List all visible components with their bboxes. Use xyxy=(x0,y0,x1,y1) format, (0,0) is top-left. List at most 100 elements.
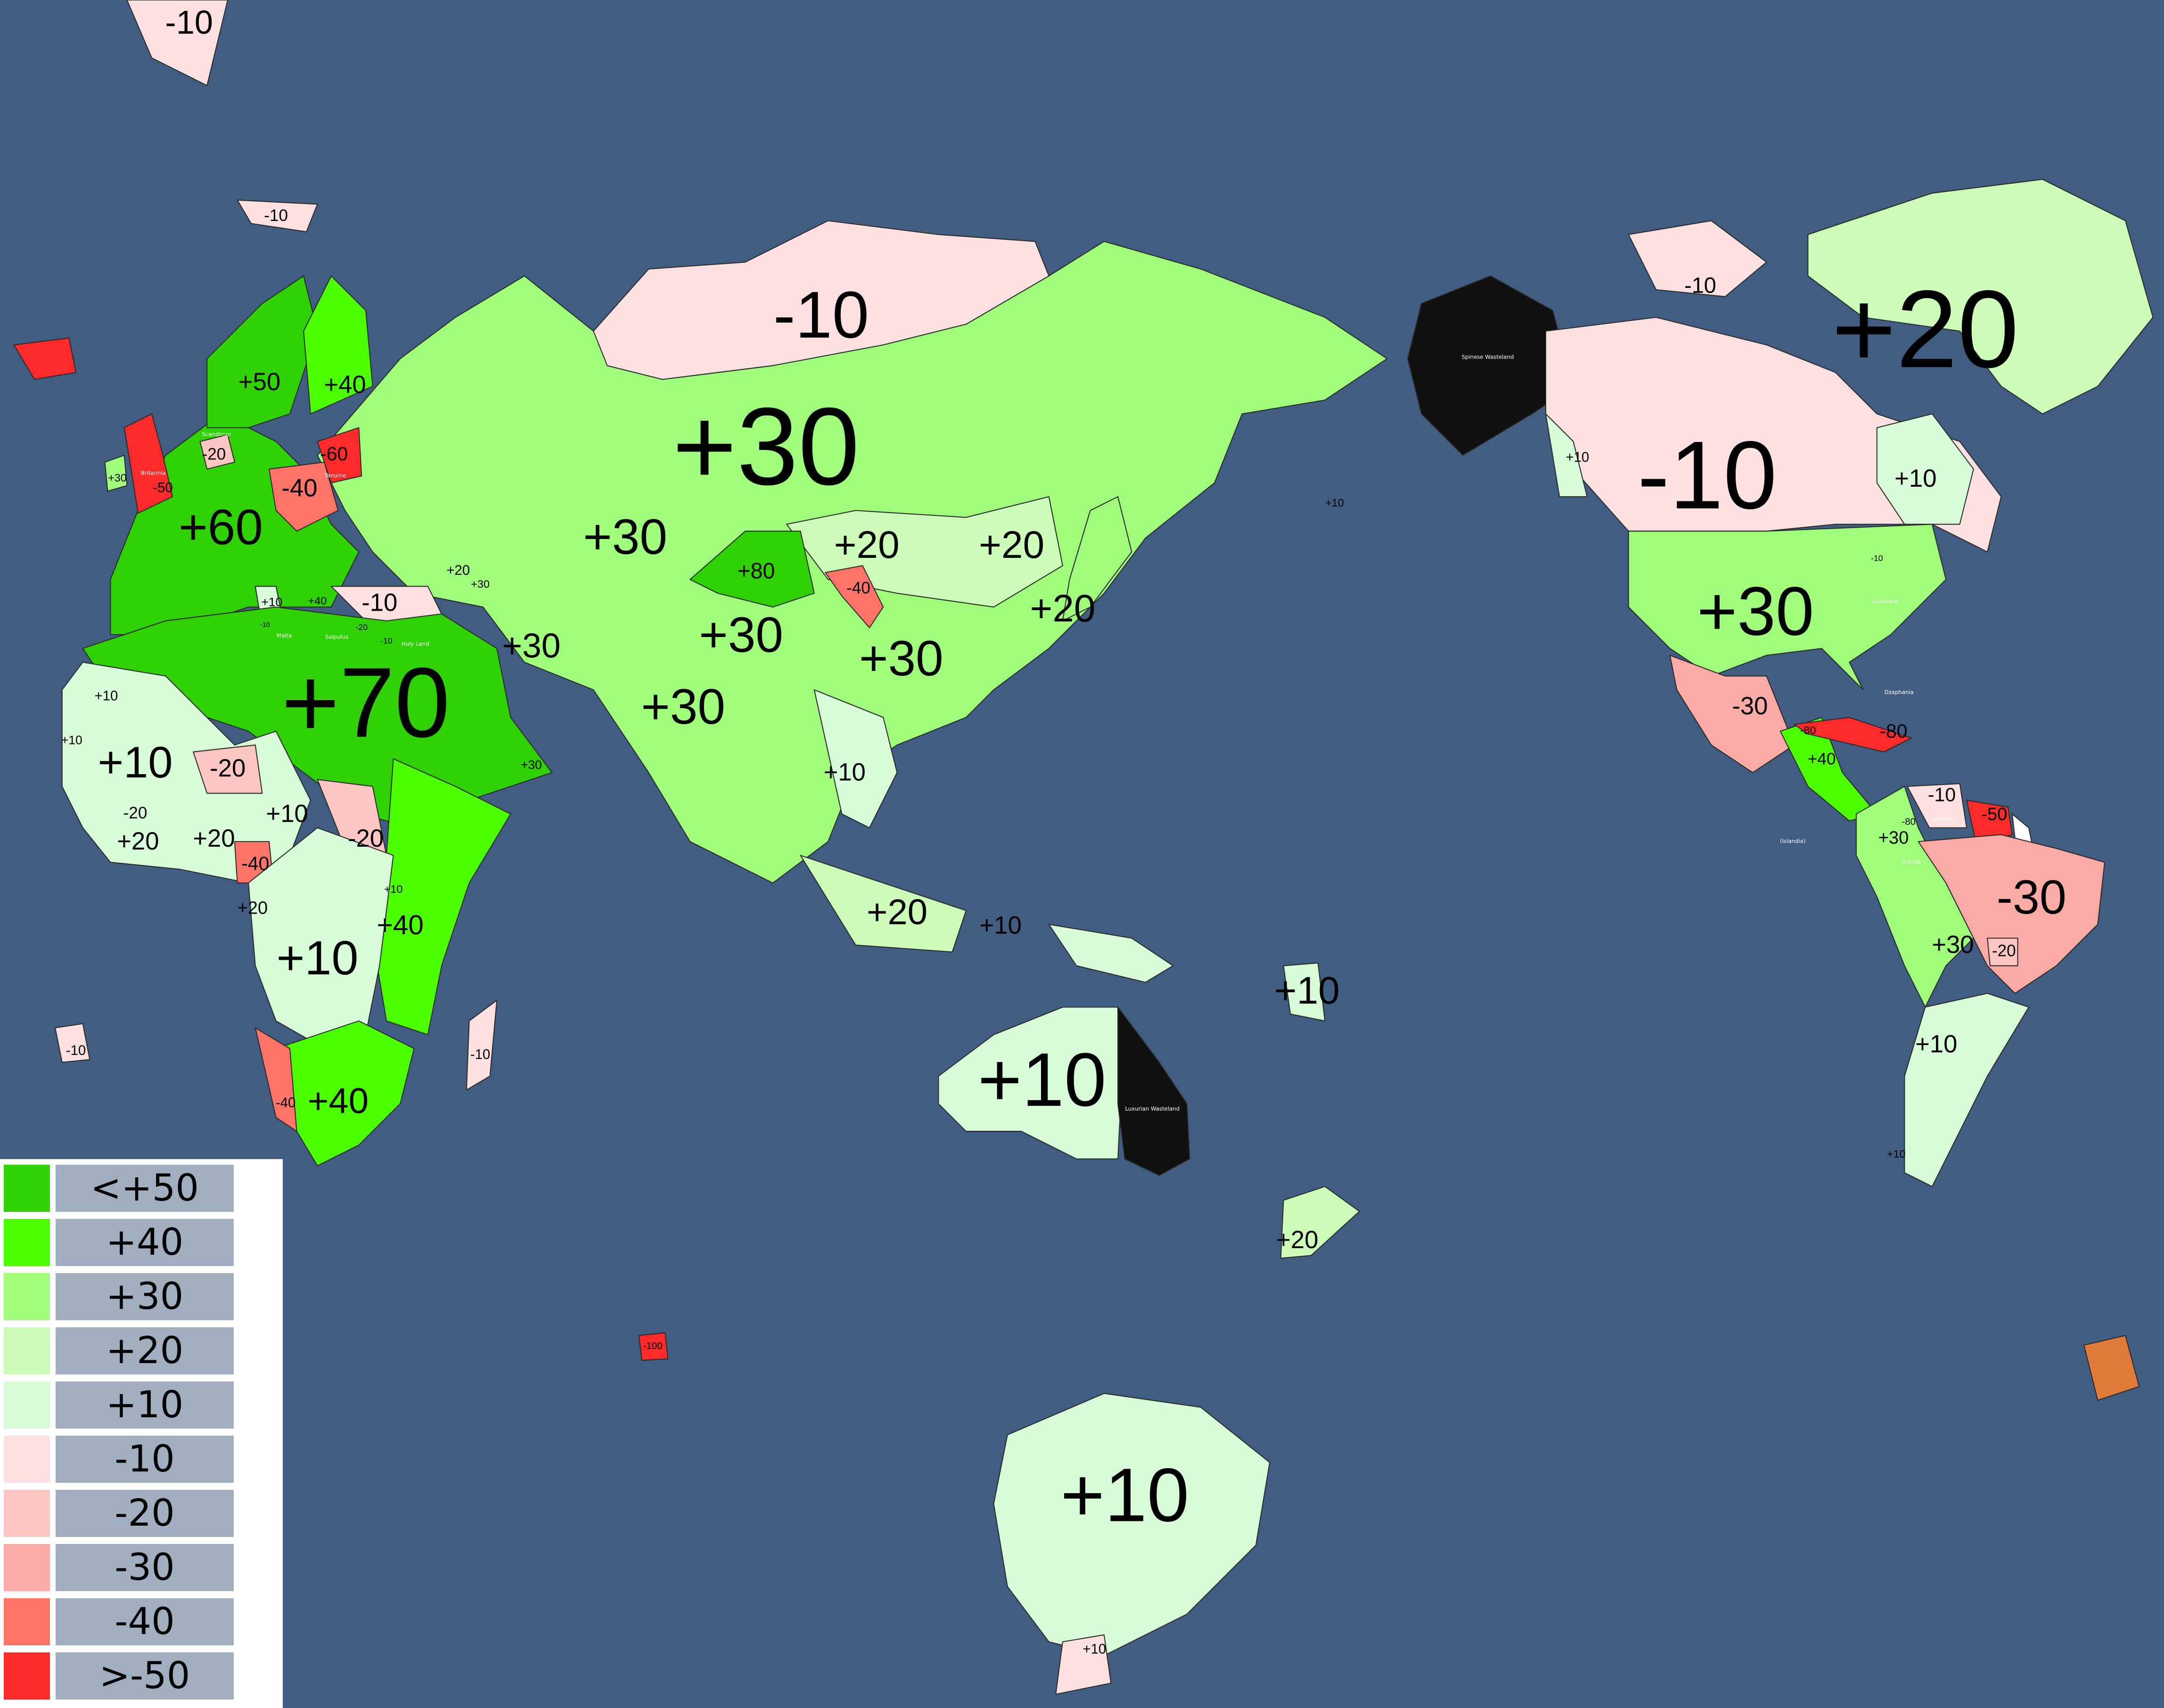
label-scandinavia: +50 xyxy=(238,368,280,396)
label-louisiana: -10 xyxy=(1871,554,1883,563)
label-colombia: +30 xyxy=(1878,828,1909,848)
legend-label: <+50 xyxy=(56,1165,234,1212)
region-pitcairn xyxy=(638,1332,669,1361)
legend-swatch xyxy=(4,1544,50,1591)
region-franz-josef xyxy=(237,199,318,232)
label-indochina: +10 xyxy=(824,759,866,786)
legend-label: -10 xyxy=(56,1436,234,1483)
label-malta: -10 xyxy=(260,621,270,629)
region-sahel xyxy=(192,744,263,794)
legend-item: -10 xyxy=(4,1436,277,1483)
label-eurasia: +30 xyxy=(672,384,860,508)
name-lustland: Lustland xyxy=(1930,816,1954,822)
label-nigeria: +20 xyxy=(193,825,235,852)
legend-label: -20 xyxy=(56,1490,234,1537)
region-mexico xyxy=(1669,654,1795,773)
legend-label: +10 xyxy=(56,1381,234,1429)
region-guyana xyxy=(1966,800,2013,845)
legend-item: +20 xyxy=(4,1327,277,1374)
label-central-america-spots: -80 xyxy=(1800,724,1816,736)
label-bc: +10 xyxy=(1566,449,1590,465)
label-south-africa: +40 xyxy=(308,1081,369,1121)
label-gabon: +20 xyxy=(238,899,268,918)
region-spinese-wasteland xyxy=(1407,275,1574,456)
label-new-guinea: +10 xyxy=(980,912,1022,940)
legend-swatch xyxy=(4,1598,50,1645)
label-russia: -10 xyxy=(773,278,869,351)
region-denmark xyxy=(199,434,235,470)
label-chile: +10 xyxy=(1887,1148,1906,1160)
label-india: +30 xyxy=(641,679,725,735)
name-luxurian-wasteland: Luxurian Wasteland xyxy=(1125,1105,1180,1112)
label-brazil: -30 xyxy=(1997,870,2066,924)
region-orange-island xyxy=(2083,1335,2140,1401)
legend-label: -30 xyxy=(56,1544,234,1591)
region-luxurian-wasteland xyxy=(1117,1006,1190,1176)
label-oman: +30 xyxy=(521,758,542,772)
label-venezuela: -10 xyxy=(1928,784,1956,805)
label-britain: -50 xyxy=(153,480,172,495)
region-japan xyxy=(1062,496,1132,621)
region-poland xyxy=(269,461,339,532)
label-pitcairn: -100 xyxy=(643,1340,663,1351)
label-uganda: +10 xyxy=(384,883,403,895)
name-dzaphania: Dzaphania xyxy=(1885,689,1914,695)
legend-swatch xyxy=(4,1327,50,1374)
label-finland: +40 xyxy=(324,371,366,399)
name-islandia: (Islandia) xyxy=(1780,838,1805,844)
region-namibia xyxy=(254,1027,297,1132)
label-senegal: +10 xyxy=(61,733,82,747)
region-gansu xyxy=(825,565,884,629)
region-st-helena xyxy=(55,1023,90,1063)
region-new-zealand xyxy=(1280,1186,1360,1259)
legend: <+50 +40 +30 +20 +10 -10 -20 -30 -40 >-5… xyxy=(0,1159,283,1708)
label-usa: +30 xyxy=(1697,573,1814,650)
legend-item: -20 xyxy=(4,1490,277,1537)
legend-item: -30 xyxy=(4,1544,277,1591)
label-sahel: -20 xyxy=(210,754,246,782)
region-indochina xyxy=(813,689,898,828)
label-central-america: +40 xyxy=(1808,750,1836,768)
label-south-georgia: +10 xyxy=(1083,1642,1107,1657)
legend-item: <+50 xyxy=(4,1165,277,1212)
label-paraguay: -20 xyxy=(1992,942,2016,960)
label-baltic: -60 xyxy=(320,443,348,465)
name-itachia: Itachia xyxy=(1902,858,1921,865)
label-svalbard: -10 xyxy=(165,3,213,41)
label-madagascar: -10 xyxy=(470,1047,490,1062)
label-quebec: +10 xyxy=(1894,465,1936,492)
region-madagascar xyxy=(466,999,498,1091)
name-spinese-wasteland: Spinese Wasteland xyxy=(1462,353,1514,360)
label-greece: +40 xyxy=(308,595,327,607)
label-australia: +10 xyxy=(977,1038,1106,1122)
region-greenland xyxy=(1807,179,2154,415)
region-russia-north xyxy=(593,220,1049,380)
label-mongolia: +20 xyxy=(834,523,900,566)
label-cyprus: -20 xyxy=(356,622,368,632)
region-britain xyxy=(123,413,173,514)
name-malta: Malta xyxy=(277,632,292,639)
label-greenland: +20 xyxy=(1832,267,2019,391)
label-central-africa: +10 xyxy=(277,931,359,985)
label-southern-cone: +10 xyxy=(1915,1030,1957,1058)
label-chad: +10 xyxy=(266,800,308,827)
legend-swatch xyxy=(4,1219,50,1266)
label-caucasus2: +30 xyxy=(471,578,490,590)
region-xinjiang xyxy=(689,531,815,608)
label-persia: +30 xyxy=(502,627,560,665)
legend-label: +20 xyxy=(56,1327,234,1374)
legend-swatch xyxy=(4,1490,50,1537)
legend-swatch xyxy=(4,1652,50,1700)
region-ireland xyxy=(104,455,128,492)
label-franz-josef: -10 xyxy=(264,206,288,225)
name-britannia: Britannia xyxy=(141,469,166,476)
region-brazil xyxy=(1918,834,2106,994)
region-finland xyxy=(303,275,373,415)
label-colombia-spots: -80 xyxy=(1902,817,1916,827)
label-canada: -10 xyxy=(1638,421,1777,529)
legend-swatch xyxy=(4,1165,50,1212)
region-pacific-island xyxy=(1283,962,1326,1022)
region-arctic-canada xyxy=(1628,220,1767,297)
legend-swatch xyxy=(4,1381,50,1429)
